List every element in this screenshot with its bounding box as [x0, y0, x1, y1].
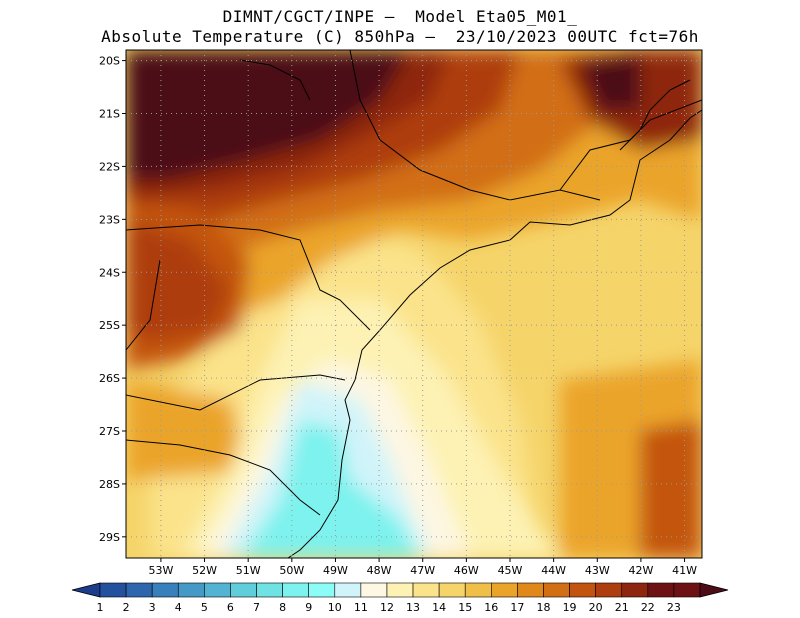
colorbar-swatch: [647, 582, 675, 598]
lon-tick-label: 51W: [236, 564, 261, 577]
coastline: [287, 109, 702, 558]
graticule: [126, 50, 702, 558]
colorbar-upper-arrow: [699, 582, 729, 598]
state-border-mg-sp: [349, 50, 601, 201]
colorbar-label: 8: [279, 601, 286, 614]
lon-tick-label: 47W: [410, 564, 435, 577]
colorbar-swatch: [517, 582, 544, 598]
colorbar-label: 12: [380, 601, 394, 614]
colorbar-swatch: [230, 582, 257, 598]
colorbar-label: 21: [615, 601, 629, 614]
colorbar-label: 3: [149, 601, 156, 614]
colorbar-lower-arrow: [71, 582, 101, 598]
colorbar-label: 7: [253, 601, 260, 614]
lon-tick-label: 42W: [628, 564, 653, 577]
state-border-sc-rs: [126, 439, 321, 516]
lon-tick-label: 49W: [323, 564, 348, 577]
colorbar-label: 18: [536, 601, 550, 614]
lon-tick-label: 50W: [279, 564, 304, 577]
colorbar-label: 13: [406, 601, 420, 614]
lon-tick-label: 45W: [498, 564, 523, 577]
colorbar-swatch: [595, 582, 623, 598]
colorbar-label: 14: [432, 601, 446, 614]
colorbar-swatch: [282, 582, 309, 598]
state-border-pr-sc: [126, 374, 346, 411]
colorbar-label: 5: [201, 601, 208, 614]
colorbar-swatch: [412, 582, 440, 598]
colorbar-label: 20: [589, 601, 603, 614]
lon-tick-label: 44W: [541, 564, 566, 577]
latitude-axis: 20S 21S 22S 23S 24S 25S 26S 27S 28S 29S: [99, 55, 126, 544]
colorbar-label: 4: [175, 601, 182, 614]
colorbar-swatch: [125, 582, 153, 598]
colorbar-label: 6: [227, 601, 234, 614]
map-title-line-2: Absolute Temperature (C) 850hPa – 23/10/…: [101, 27, 699, 46]
state-border-es: [619, 79, 691, 151]
lat-tick-label: 28S: [99, 478, 120, 491]
colorbar-label: 9: [305, 601, 312, 614]
coastline-borders: [126, 50, 702, 558]
colorbar-swatch: [177, 582, 205, 598]
colorbar-swatch: [438, 582, 466, 598]
lat-tick-label: 26S: [99, 372, 120, 385]
temperature-field: [126, 50, 702, 558]
colorbar-label: 23: [667, 601, 681, 614]
lat-tick-label: 27S: [99, 425, 120, 438]
colorbar-swatch: [204, 582, 231, 598]
colorbar-label: 19: [563, 601, 577, 614]
colorbar-label: 1: [97, 601, 104, 614]
colorbar-swatch: [673, 582, 701, 598]
colorbar-swatch: [151, 582, 179, 598]
lon-tick-label: 52W: [192, 564, 217, 577]
colorbar-swatch: [256, 582, 283, 598]
colorbar: 1 2 3 4 5 6 7 8 9 10 11 12 13 14 15 16 17 18 19 20 21 22 23: [71, 582, 729, 614]
lat-tick-label: 29S: [99, 531, 120, 544]
colorbar-swatch: [360, 582, 388, 598]
colorbar-swatch: [491, 582, 518, 598]
lon-tick-label: 53W: [148, 564, 173, 577]
map-title-line-1: DIMNT/CGCT/INPE – Model Eta05_M01_: [222, 7, 578, 26]
colorbar-swatch: [569, 582, 596, 598]
lon-tick-label: 43W: [585, 564, 610, 577]
colorbar-swatch: [308, 582, 336, 598]
plot-frame: [125, 49, 703, 559]
lon-tick-label: 46W: [454, 564, 479, 577]
colorbar-label: 22: [641, 601, 655, 614]
colorbar-swatch: [464, 582, 492, 598]
lat-tick-label: 23S: [99, 213, 120, 226]
colorbar-label: 11: [354, 601, 368, 614]
lat-tick-label: 20S: [99, 55, 120, 68]
lat-tick-label: 24S: [99, 266, 120, 279]
state-border-goias: [239, 59, 311, 101]
colorbar-label: 17: [510, 601, 524, 614]
lon-tick-label: 41W: [672, 564, 697, 577]
colorbar-label: 15: [458, 601, 472, 614]
colorbar-swatch: [386, 582, 414, 598]
state-border-sp-pr: [126, 224, 371, 331]
lat-tick-label: 22S: [99, 160, 120, 173]
colorbar-swatch: [621, 582, 649, 598]
colorbar-label: 2: [123, 601, 130, 614]
colorbar-swatch: [334, 582, 362, 598]
longitude-axis: 53W 52W 51W 50W 49W 48W 47W 46W 45W 44W 43W 42W 41W: [148, 558, 697, 577]
colorbar-label: 16: [484, 601, 498, 614]
colorbar-swatch: [99, 582, 127, 598]
colorbar-swatch: [543, 582, 570, 598]
colorbar-label: 10: [328, 601, 342, 614]
lat-tick-label: 21S: [99, 108, 120, 121]
lat-tick-label: 25S: [99, 319, 120, 332]
state-border-ms: [126, 259, 161, 351]
lon-tick-label: 48W: [367, 564, 392, 577]
